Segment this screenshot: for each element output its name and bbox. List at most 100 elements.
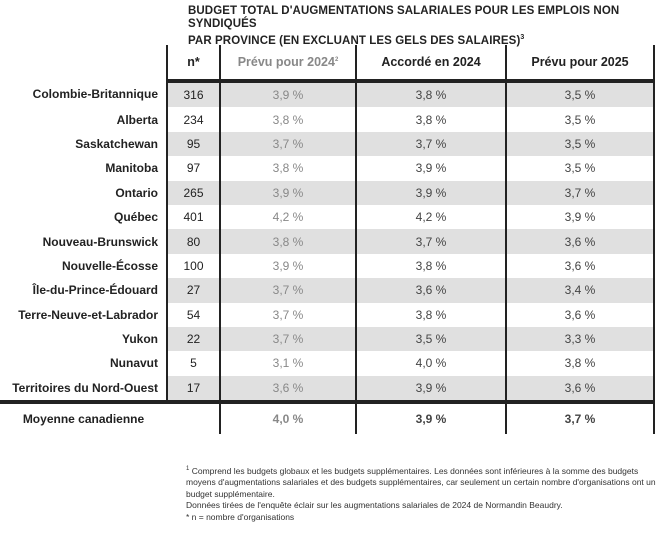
header-row: n* Prévu pour 20242 Accordé en 2024 Prév… bbox=[0, 45, 655, 83]
table-row: Ontario 265 3,9 % 3,9 % 3,7 % bbox=[0, 180, 655, 205]
granted-2024-cell: 3,9 % bbox=[356, 180, 507, 205]
footnote-number: 1 bbox=[186, 466, 190, 472]
table-row: Saskatchewan 95 3,7 % 3,7 % 3,5 % bbox=[0, 131, 655, 157]
granted-2024-cell: 3,7 % bbox=[356, 131, 507, 157]
n-cell: 100 bbox=[167, 253, 221, 279]
planned-2025-cell: 3,6 % bbox=[506, 375, 655, 405]
average-planned-2024: 4,0 % bbox=[220, 402, 357, 435]
table-row: Colombie-Britannique 316 3,9 % 3,8 % 3,5… bbox=[0, 81, 655, 108]
province-label: Saskatchewan bbox=[0, 131, 168, 157]
planned-2024-cell: 3,7 % bbox=[220, 278, 357, 303]
planned-2025-cell: 3,9 % bbox=[506, 204, 655, 230]
planned-2024-cell: 3,7 % bbox=[220, 131, 357, 157]
province-label: Alberta bbox=[0, 107, 168, 132]
n-cell: 97 bbox=[167, 156, 221, 181]
planned-2024-cell: 3,8 % bbox=[220, 107, 357, 132]
average-n-empty bbox=[167, 402, 221, 435]
planned-2024-cell: 4,2 % bbox=[220, 204, 357, 230]
source-note: Données tirées de l'enquête éclair sur l… bbox=[186, 500, 563, 511]
planned-2024-cell: 3,8 % bbox=[220, 156, 357, 181]
table-row: Nunavut 5 3,1 % 4,0 % 3,8 % bbox=[0, 351, 655, 376]
province-label: Yukon bbox=[0, 326, 168, 352]
planned-2025-cell: 3,7 % bbox=[506, 180, 655, 205]
header-planned-2024: Prévu pour 20242 bbox=[220, 45, 357, 83]
province-label: Territoires du Nord-Ouest bbox=[0, 375, 168, 405]
table-row: Île-du-Prince-Édouard 27 3,7 % 3,6 % 3,4… bbox=[0, 278, 655, 303]
average-planned-2025: 3,7 % bbox=[506, 402, 655, 435]
table-row: Manitoba 97 3,8 % 3,9 % 3,5 % bbox=[0, 156, 655, 181]
table-row: Terre-Neuve-et-Labrador 54 3,7 % 3,8 % 3… bbox=[0, 302, 655, 327]
granted-2024-cell: 3,9 % bbox=[356, 375, 507, 405]
n-cell: 17 bbox=[167, 375, 221, 405]
header-n: n* bbox=[167, 45, 221, 83]
footnote-1: 1 Comprend les budgets globaux et les bu… bbox=[186, 464, 656, 500]
table-row: Territoires du Nord-Ouest 17 3,6 % 3,9 %… bbox=[0, 375, 655, 405]
province-label: Île-du-Prince-Édouard bbox=[0, 278, 168, 303]
province-label: Nunavut bbox=[0, 351, 168, 376]
granted-2024-cell: 3,8 % bbox=[356, 253, 507, 279]
n-cell: 27 bbox=[167, 278, 221, 303]
footnote-ref: 2 bbox=[334, 56, 339, 63]
granted-2024-cell: 3,7 % bbox=[356, 229, 507, 254]
granted-2024-cell: 4,2 % bbox=[356, 204, 507, 230]
granted-2024-cell: 3,6 % bbox=[356, 278, 507, 303]
planned-2025-cell: 3,3 % bbox=[506, 326, 655, 352]
table-title: BUDGET TOTAL D'AUGMENTATIONS SALARIALES … bbox=[188, 5, 662, 48]
planned-2025-cell: 3,6 % bbox=[506, 302, 655, 327]
title-footnote-ref: 3 bbox=[520, 34, 525, 41]
salary-budget-table: n* Prévu pour 20242 Accordé en 2024 Prév… bbox=[0, 45, 655, 435]
table-row: Nouvelle-Écosse 100 3,9 % 3,8 % 3,6 % bbox=[0, 253, 655, 279]
province-label: Colombie-Britannique bbox=[0, 81, 168, 108]
n-cell: 5 bbox=[167, 351, 221, 376]
n-cell: 401 bbox=[167, 204, 221, 230]
n-cell: 234 bbox=[167, 107, 221, 132]
planned-2025-cell: 3,8 % bbox=[506, 351, 655, 376]
province-label: Nouvelle-Écosse bbox=[0, 253, 168, 279]
header-label: Prévu pour 2024 bbox=[237, 55, 335, 69]
planned-2025-cell: 3,5 % bbox=[506, 156, 655, 181]
granted-2024-cell: 4,0 % bbox=[356, 351, 507, 376]
province-label: Ontario bbox=[0, 180, 168, 205]
planned-2025-cell: 3,5 % bbox=[506, 107, 655, 132]
planned-2025-cell: 3,5 % bbox=[506, 131, 655, 157]
footnotes: 1 Comprend les budgets globaux et les bu… bbox=[186, 464, 656, 523]
title-line-2: PAR PROVINCE (EN EXCLUANT LES GELS DES S… bbox=[188, 34, 521, 47]
province-label: Manitoba bbox=[0, 156, 168, 181]
granted-2024-cell: 3,8 % bbox=[356, 107, 507, 132]
average-row: Moyenne canadienne 4,0 % 3,9 % 3,7 % bbox=[0, 402, 655, 435]
planned-2025-cell: 3,6 % bbox=[506, 229, 655, 254]
n-cell: 265 bbox=[167, 180, 221, 205]
planned-2024-cell: 3,1 % bbox=[220, 351, 357, 376]
footnote-text: Comprend les budgets globaux et les budg… bbox=[186, 465, 656, 499]
n-cell: 22 bbox=[167, 326, 221, 352]
table-row: Québec 401 4,2 % 4,2 % 3,9 % bbox=[0, 204, 655, 230]
n-cell: 95 bbox=[167, 131, 221, 157]
header-granted-2024: Accordé en 2024 bbox=[356, 45, 507, 83]
planned-2024-cell: 3,7 % bbox=[220, 326, 357, 352]
header-empty bbox=[0, 45, 168, 81]
province-label: Québec bbox=[0, 204, 168, 230]
table-row: Nouveau-Brunswick 80 3,8 % 3,7 % 3,6 % bbox=[0, 229, 655, 254]
average-granted-2024: 3,9 % bbox=[356, 402, 507, 435]
planned-2024-cell: 3,7 % bbox=[220, 302, 357, 327]
n-cell: 54 bbox=[167, 302, 221, 327]
granted-2024-cell: 3,8 % bbox=[356, 81, 507, 108]
table-row: Alberta 234 3,8 % 3,8 % 3,5 % bbox=[0, 107, 655, 132]
title-line-1: BUDGET TOTAL D'AUGMENTATIONS SALARIALES … bbox=[188, 5, 620, 30]
n-cell: 80 bbox=[167, 229, 221, 254]
n-definition: * n = nombre d'organisations bbox=[186, 511, 295, 522]
province-label: Nouveau-Brunswick bbox=[0, 229, 168, 254]
province-label: Terre-Neuve-et-Labrador bbox=[0, 302, 168, 327]
planned-2024-cell: 3,9 % bbox=[220, 253, 357, 279]
planned-2025-cell: 3,4 % bbox=[506, 278, 655, 303]
granted-2024-cell: 3,5 % bbox=[356, 326, 507, 352]
granted-2024-cell: 3,9 % bbox=[356, 156, 507, 181]
planned-2024-cell: 3,9 % bbox=[220, 81, 357, 108]
header-planned-2025: Prévu pour 2025 bbox=[506, 45, 655, 83]
granted-2024-cell: 3,8 % bbox=[356, 302, 507, 327]
table-row: Yukon 22 3,7 % 3,5 % 3,3 % bbox=[0, 326, 655, 352]
average-label: Moyenne canadienne bbox=[22, 412, 145, 427]
planned-2025-cell: 3,6 % bbox=[506, 253, 655, 279]
planned-2025-cell: 3,5 % bbox=[506, 81, 655, 108]
